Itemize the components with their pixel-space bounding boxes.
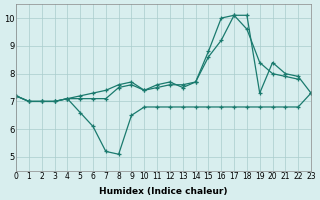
X-axis label: Humidex (Indice chaleur): Humidex (Indice chaleur) [99,187,228,196]
